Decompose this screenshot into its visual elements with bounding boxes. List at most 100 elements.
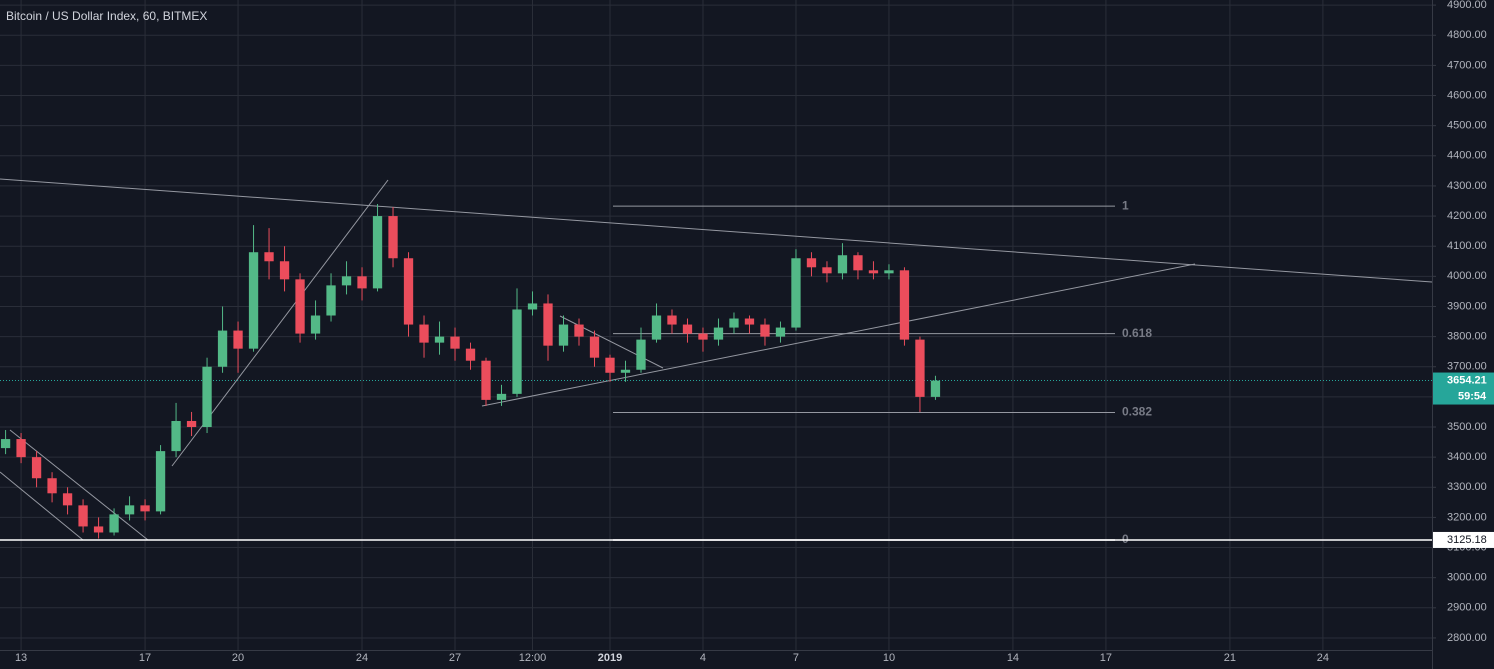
x-tick-label: 17 [139, 652, 151, 664]
candle-body [295, 279, 305, 334]
candle-body [465, 348, 476, 361]
candle-body [419, 324, 429, 343]
x-tick-label: 24 [356, 652, 368, 664]
candle-body [155, 451, 166, 512]
drawings: 1 0.618 0.382 0 [0, 178, 1433, 546]
y-tick-label: 3700.00 [1447, 361, 1487, 373]
candle-body [512, 309, 522, 394]
candle-body [713, 327, 724, 340]
fib-level-label: 0.618 [1122, 326, 1152, 340]
x-tick-label: 2019 [598, 652, 622, 664]
candle-body [434, 336, 445, 343]
y-tick-label: 2900.00 [1447, 602, 1487, 614]
candle-body [341, 276, 352, 286]
candle-body [574, 324, 584, 337]
channel-line [9, 429, 149, 541]
price-label-box [1433, 531, 1494, 548]
price-label: 3125.18 [1447, 534, 1487, 546]
trend-line [481, 263, 1196, 407]
candle-body [744, 318, 755, 325]
channel-line [0, 471, 84, 541]
candles [0, 204, 941, 539]
candle-body [109, 514, 119, 533]
x-tick-label: 27 [449, 652, 461, 664]
candle-body [16, 439, 26, 458]
y-tick-label: 3400.00 [1447, 451, 1487, 463]
y-tick-label: 4800.00 [1447, 29, 1487, 41]
fib-level-label: 0 [1122, 532, 1129, 546]
y-tick-label: 3300.00 [1447, 481, 1487, 493]
candle-body [853, 255, 863, 271]
x-tick-label: 17 [1100, 652, 1112, 664]
candle-body [450, 336, 460, 349]
y-tick-label: 4700.00 [1447, 59, 1487, 71]
candle-body [140, 505, 150, 512]
x-tick-label: 10 [883, 652, 895, 664]
candle-body [868, 270, 879, 274]
y-tick-label: 4600.00 [1447, 89, 1487, 101]
x-tick-label: 21 [1224, 652, 1236, 664]
y-tick-label: 4400.00 [1447, 150, 1487, 162]
candle-body [558, 324, 569, 346]
y-tick-label: 3900.00 [1447, 300, 1487, 312]
countdown-label: 59:54 [1458, 390, 1487, 402]
candle-body [806, 258, 817, 268]
y-tick-label: 2800.00 [1447, 632, 1487, 644]
candle-body [233, 330, 243, 349]
candle-body [791, 258, 801, 328]
y-tick-label: 4300.00 [1447, 180, 1487, 192]
candle-body [62, 493, 73, 506]
x-tick-label: 13 [15, 652, 27, 664]
y-tick-label: 3000.00 [1447, 572, 1487, 584]
candle-body [636, 339, 646, 370]
candle-body [310, 315, 321, 334]
candle-body [837, 255, 848, 274]
x-tick-label: 24 [1317, 652, 1329, 664]
candle-body [543, 303, 553, 346]
x-tick-label: 4 [700, 652, 706, 664]
y-tick-label: 4200.00 [1447, 210, 1487, 222]
candle-body [930, 380, 941, 397]
last-price-label: 3654.21 [1447, 374, 1487, 386]
candle-body [729, 318, 739, 328]
y-tick-label: 4500.00 [1447, 120, 1487, 132]
candle-body [403, 258, 414, 325]
candle-body [202, 366, 212, 428]
candle-body [682, 324, 693, 334]
fib-level-label: 0.382 [1122, 405, 1152, 419]
candle-body [372, 216, 383, 289]
candle-body [124, 505, 135, 515]
y-tick-label: 4100.00 [1447, 240, 1487, 252]
x-tick-label: 20 [232, 652, 244, 664]
candle-body [589, 336, 600, 358]
fib-level-label: 1 [1122, 198, 1129, 212]
candle-body [884, 270, 894, 274]
candle-body [31, 457, 42, 479]
y-tick-label: 4000.00 [1447, 270, 1487, 282]
x-tick-label: 14 [1007, 652, 1019, 664]
candle-body [217, 330, 228, 367]
candle-body [481, 360, 491, 400]
candle-body [93, 526, 104, 533]
candle-body [527, 303, 538, 310]
candle-body [326, 285, 336, 316]
candle-body [496, 393, 507, 400]
y-tick-label: 3200.00 [1447, 511, 1487, 523]
candle-body [279, 261, 290, 280]
y-tick-label: 3500.00 [1447, 421, 1487, 433]
y-tick-label: 4900.00 [1447, 0, 1487, 11]
candle-body [822, 267, 832, 274]
candle-body [47, 478, 57, 494]
candle-body [388, 216, 398, 259]
candle-body [186, 420, 197, 428]
candle-body [264, 252, 274, 262]
last-price-box [1433, 372, 1494, 405]
candle-body [620, 369, 631, 373]
candle-body [605, 357, 615, 373]
candle-body [775, 327, 786, 337]
candle-body [0, 439, 11, 449]
candle-body [698, 333, 708, 340]
